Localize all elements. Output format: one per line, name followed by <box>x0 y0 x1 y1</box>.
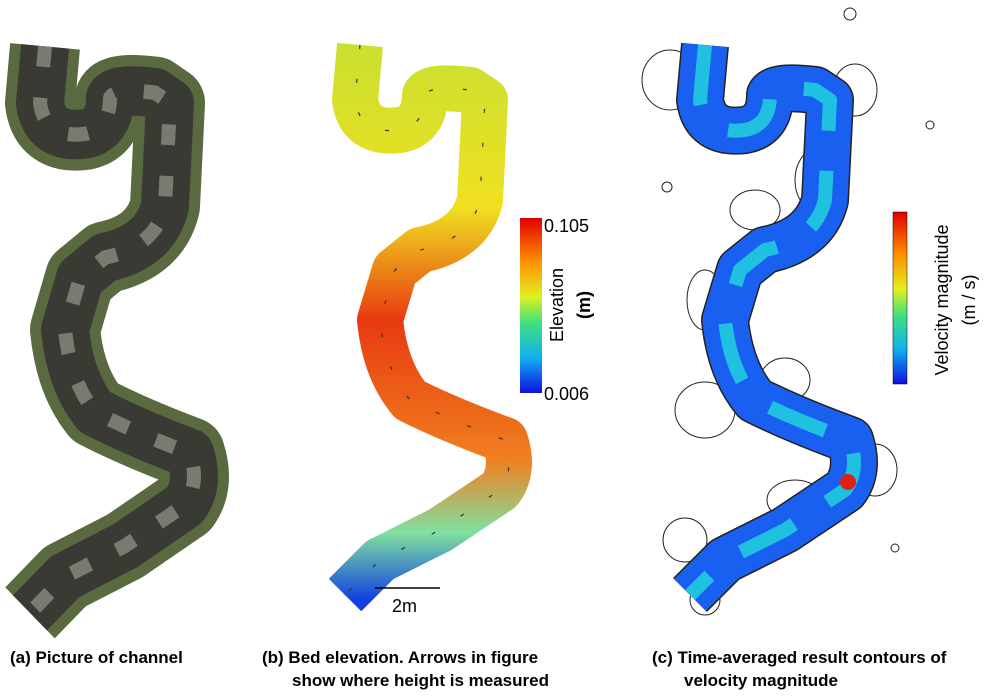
caption: (a) Picture of channel <box>10 648 183 667</box>
caption: velocity magnitude <box>684 671 838 690</box>
colorbar-max: 0.105 <box>544 216 589 236</box>
colorbar-unit: (m) <box>574 291 594 319</box>
figure: 2m 0.105 0.006 Elevation (m) Velocity ma… <box>0 0 998 697</box>
caption: (b) Bed elevation. Arrows in figure <box>262 648 538 667</box>
caption: (c) Time-averaged result contours of <box>652 648 947 667</box>
scale-label: 2m <box>392 596 417 616</box>
colorbar-label: Elevation <box>547 268 567 342</box>
colorbar <box>893 212 907 384</box>
caption: show where height is measured <box>292 671 549 690</box>
channel-photo <box>30 46 194 613</box>
elevation-map: 2m 0.105 0.006 Elevation (m) <box>345 45 594 616</box>
velocity-map: Velocity magnitude (m / s) <box>642 8 979 615</box>
colorbar-unit: (m / s) <box>959 275 979 326</box>
colorbar-min: 0.006 <box>544 384 589 404</box>
colorbar <box>520 218 542 393</box>
colorbar-label: Velocity magnitude <box>932 224 952 375</box>
